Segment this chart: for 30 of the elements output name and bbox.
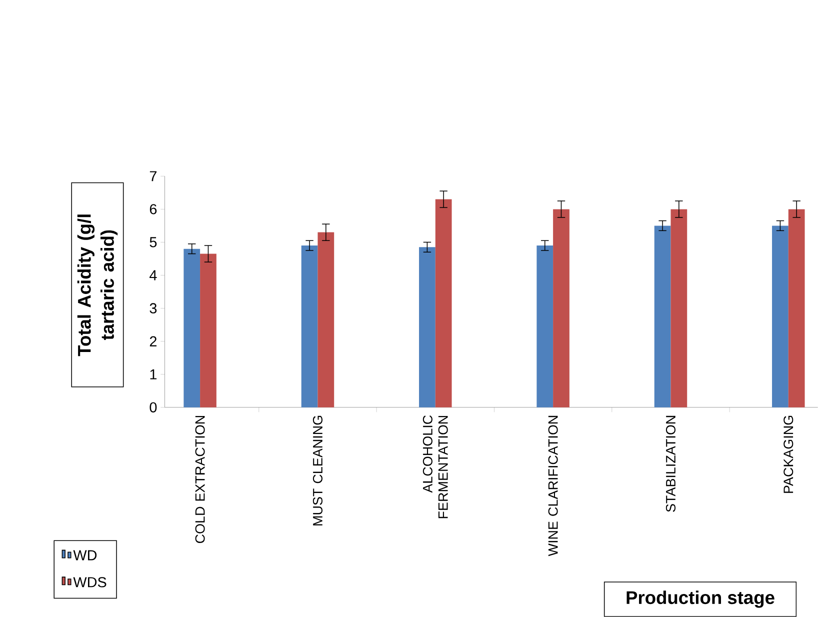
legend-label: WD	[73, 550, 97, 560]
y-tick-label: 3	[150, 303, 157, 314]
y-tick-label: 7	[150, 171, 157, 182]
bar	[654, 226, 671, 408]
y-tick-label: 4	[150, 270, 157, 280]
y-tick-label: 2	[150, 336, 157, 346]
bar	[301, 246, 318, 408]
y-tick-label: 5	[150, 237, 157, 248]
bar	[670, 209, 688, 408]
x-tick-label: COLD EXTRACTION	[195, 416, 205, 544]
x-tick-label: ALCOHOLIC FERMENTATION	[422, 415, 448, 518]
bar	[318, 232, 334, 408]
y-tick-label: 0	[150, 402, 157, 413]
y-axis-title: Total Acidity (g/l tartaric acid)	[77, 214, 118, 356]
bar	[419, 247, 436, 408]
bar	[435, 199, 452, 408]
y-tick-label: 1	[150, 369, 157, 380]
bar	[553, 209, 570, 408]
legend-label: WDS	[73, 577, 106, 588]
x-axis-title: Production stage	[626, 590, 774, 608]
bar	[184, 248, 200, 408]
y-tick-label: 6	[150, 204, 157, 214]
x-tick-label: PACKAGING	[784, 416, 794, 494]
bar	[536, 246, 554, 408]
bar	[788, 209, 805, 408]
x-tick-label: WINE CLARIFICATION	[548, 416, 558, 556]
bar	[772, 226, 788, 408]
x-tick-label: STABILIZATION	[666, 416, 676, 512]
bar	[200, 254, 216, 408]
x-tick-label: MUST CLEANING	[312, 416, 322, 526]
